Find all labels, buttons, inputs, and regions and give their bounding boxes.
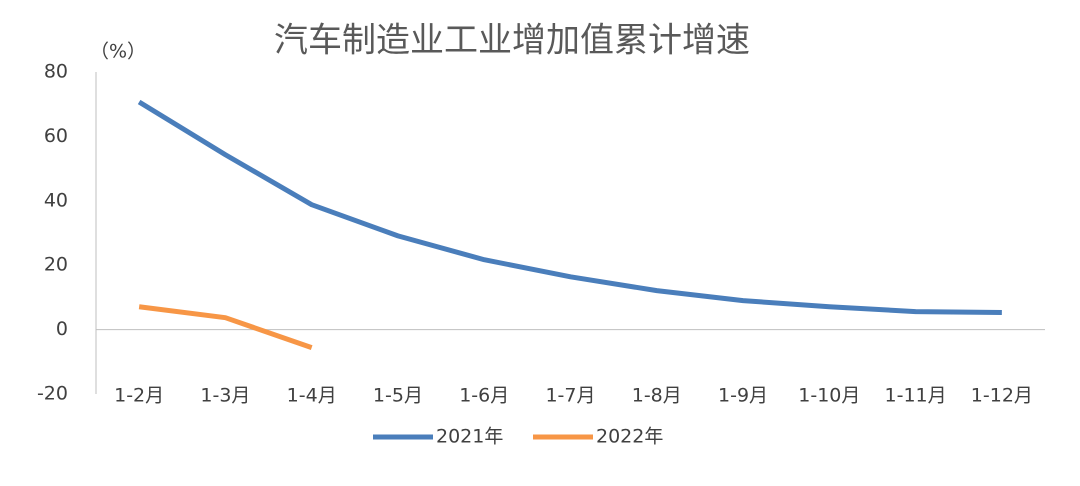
chart-title: 汽车制造业工业增加值累计增速 <box>274 21 750 61</box>
x-tick-label: 1-5月 <box>373 385 423 407</box>
legend-label: 2022年 <box>596 426 663 448</box>
x-tick-label: 1-12月 <box>971 385 1033 407</box>
x-tick-label: 1-2月 <box>114 385 164 407</box>
x-tick-label: 1-6月 <box>459 385 509 407</box>
x-tick-label: 1-8月 <box>632 385 682 407</box>
y-tick-label: 80 <box>44 61 68 83</box>
y-tick-label: -20 <box>37 383 68 405</box>
x-tick-label: 1-11月 <box>885 385 947 407</box>
y-tick-label: 40 <box>44 189 68 211</box>
legend-label: 2021年 <box>436 426 503 448</box>
y-tick-label: 20 <box>44 254 68 276</box>
series-line <box>137 99 1002 316</box>
x-tick-label: 1-10月 <box>798 385 860 407</box>
x-tick-label: 1-4月 <box>287 385 337 407</box>
y-tick-label: 0 <box>56 318 68 340</box>
x-tick-label: 1-3月 <box>200 385 250 407</box>
x-tick-label: 1-9月 <box>718 385 768 407</box>
series-line <box>138 304 313 350</box>
y-tick-label: 60 <box>44 125 68 147</box>
y-axis-label: （%） <box>90 41 146 63</box>
x-tick-label: 1-7月 <box>545 385 595 407</box>
